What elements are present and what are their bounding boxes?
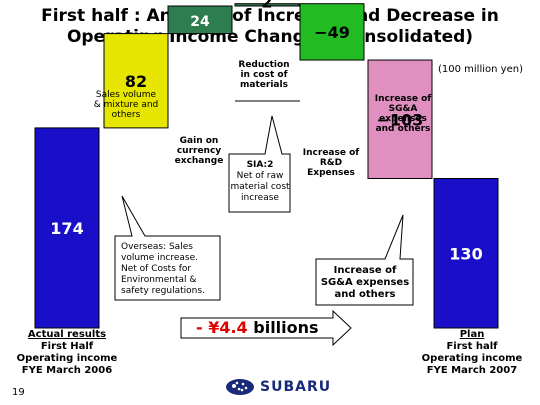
- callout-sga-text: Increase of SG&A expenses and others: [320, 265, 410, 300]
- callout-sia: [228, 115, 291, 213]
- label-actual: Actual results First Half Operating inco…: [16, 329, 118, 376]
- page-title-line1: First half : Analysis of Increase and De…: [41, 6, 499, 26]
- label-sga: Increase of SG&A expenses and others: [374, 94, 432, 134]
- page-number: 19: [12, 387, 25, 398]
- unit-label: (100 million yen): [438, 64, 523, 75]
- label-plan: Plan First half Operating income FYE Mar…: [421, 329, 523, 376]
- bar-sales: [103, 33, 169, 129]
- label-sales: Sales volume & mixture and others: [93, 90, 159, 120]
- bar-rd: [299, 3, 365, 61]
- callout-overseas: [114, 195, 221, 301]
- brand-logo: SUBARU: [225, 378, 331, 396]
- bar-materials: [234, 3, 300, 7]
- label-materials: Reduction in cost of materials: [238, 60, 290, 90]
- value-label-materials: 2: [261, 0, 272, 12]
- bar-sga: [367, 59, 433, 179]
- value-label-sga: −103: [377, 110, 424, 129]
- value-label-rd: −49: [314, 23, 350, 42]
- value-label-fx: 24: [190, 14, 210, 30]
- label-fx: Gain on currency exchange: [174, 136, 224, 166]
- value-label-plan: 130: [449, 244, 482, 263]
- arrow-label: - ¥4.4 billions: [196, 318, 319, 337]
- bar-plan: [433, 178, 499, 329]
- callout-sia-text: SIA:2 Net of raw material cost increase: [230, 160, 290, 203]
- value-label-sales: 82: [125, 72, 147, 91]
- value-label-actual: 174: [50, 219, 83, 238]
- label-rd: Increase of R&D Expenses: [302, 148, 360, 178]
- callout-sga: [315, 214, 414, 306]
- subaru-logo-icon: [226, 379, 254, 395]
- bar-fx: [167, 5, 233, 35]
- callout-overseas-text: Overseas: Sales volume increase. Net of C…: [121, 242, 205, 296]
- bar-actual: [34, 127, 100, 329]
- change-arrow: [180, 309, 352, 347]
